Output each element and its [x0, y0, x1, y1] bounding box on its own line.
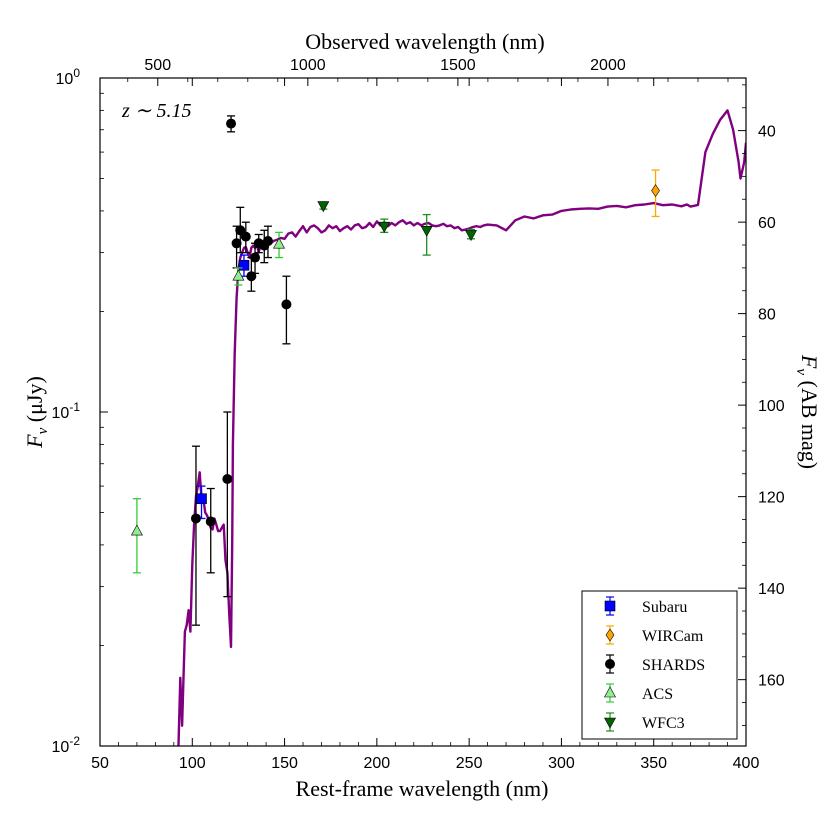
legend-entry: WIRCam [605, 625, 704, 645]
series-wircam [651, 169, 660, 218]
legend-label: ACS [642, 686, 673, 703]
data-point [273, 231, 286, 259]
data-point [250, 242, 261, 275]
error-bar [206, 487, 215, 574]
legend-marker [604, 600, 616, 612]
plot-area: 50 100 150 200 250 300 350 400 500 1000 1500 2000 10… [52, 57, 785, 772]
error-bar [223, 411, 232, 598]
legend-marker [603, 686, 617, 698]
point-marker [190, 513, 201, 524]
y-tick-label: 100 [56, 66, 81, 88]
point-marker [651, 184, 660, 198]
top-axis: 500 1000 1500 2000 [127, 57, 729, 86]
point-marker [250, 252, 261, 263]
right-tick-label: 140 [758, 581, 785, 598]
legend-label: Subaru [642, 599, 687, 616]
point-marker [378, 221, 391, 233]
x-tick-label: 250 [456, 755, 483, 772]
top-tick-label: 1500 [440, 57, 476, 74]
x-axis-title: Rest-frame wavelength (nm) [296, 776, 549, 801]
legend-marker [605, 659, 615, 669]
top-tick-label: 500 [144, 57, 171, 74]
legend-label: SHARDS [642, 657, 705, 674]
x-axis: 50 100 150 200 250 300 350 400 [91, 78, 759, 772]
right-tick-label: 160 [758, 673, 785, 690]
data-point [190, 445, 201, 626]
right-tick-label: 60 [758, 215, 776, 232]
legend: Subaru WIRCam SHARDS ACS WFC3 [581, 590, 738, 740]
legend-entry: ACS [603, 683, 673, 703]
point-marker [222, 474, 233, 485]
series-acs [130, 231, 286, 574]
right-tick-label: 100 [758, 398, 785, 415]
y-tick-label: 10-1 [52, 400, 81, 422]
error-bar [132, 498, 141, 574]
x-tick-label: 150 [271, 755, 298, 772]
data-point [317, 201, 330, 213]
right-tick-label: 120 [758, 490, 785, 507]
redshift-annotation: z ∼ 5.15 [121, 100, 192, 122]
legend-label: WFC3 [642, 715, 685, 732]
error-bar [191, 445, 200, 626]
y-axis: 10-2 10-1 100 [52, 66, 108, 756]
data-point [205, 487, 216, 574]
point-marker [238, 259, 250, 271]
right-tick-label: 80 [758, 307, 776, 324]
legend-entry: SHARDS [605, 654, 705, 674]
point-marker [232, 269, 245, 281]
right-axis-title: Fν (AB mag) [793, 354, 822, 469]
data-point [378, 218, 391, 234]
point-marker [464, 230, 477, 242]
x-tick-label: 50 [91, 755, 109, 772]
legend-marker [605, 628, 615, 642]
data-point [240, 221, 251, 254]
model-sed-line [177, 109, 746, 746]
top-axis-title: Observed wavelength (nm) [305, 29, 544, 54]
point-marker [231, 238, 242, 249]
point-marker [317, 201, 330, 213]
legend-marker [603, 717, 617, 729]
error-bar [282, 275, 291, 345]
right-tick-label: 40 [758, 124, 776, 141]
point-marker [240, 231, 251, 242]
data-point [262, 225, 273, 259]
legend-entry: WFC3 [603, 712, 685, 732]
data-point [281, 275, 292, 345]
data-point [226, 115, 237, 133]
point-marker [130, 524, 143, 536]
data-point [232, 267, 245, 286]
legend-label: WIRCam [642, 628, 704, 645]
x-tick-label: 400 [733, 755, 760, 772]
x-tick-label: 200 [364, 755, 391, 772]
right-axis: 40 60 80 100 120 140 160 [738, 84, 785, 726]
point-marker [420, 225, 433, 237]
legend-entry: Subaru [604, 596, 687, 616]
y-tick-label: 10-2 [52, 734, 81, 756]
x-tick-label: 100 [179, 755, 206, 772]
series-shards [190, 115, 292, 626]
data-point [238, 254, 250, 277]
data-point [222, 411, 233, 598]
y-axis-title: Fν (μJy) [22, 376, 51, 449]
top-tick-label: 2000 [590, 57, 626, 74]
point-marker [262, 236, 273, 247]
series-wfc3 [317, 201, 477, 256]
data-point [651, 169, 660, 218]
x-tick-label: 300 [548, 755, 575, 772]
point-marker [281, 299, 292, 310]
point-marker [205, 516, 216, 527]
top-tick-label: 1000 [290, 57, 326, 74]
point-marker [273, 237, 286, 249]
data-point [130, 498, 143, 574]
point-marker [196, 493, 207, 505]
x-tick-label: 350 [640, 755, 667, 772]
point-marker [226, 118, 237, 129]
data-point [464, 228, 477, 242]
data-point [420, 213, 433, 256]
